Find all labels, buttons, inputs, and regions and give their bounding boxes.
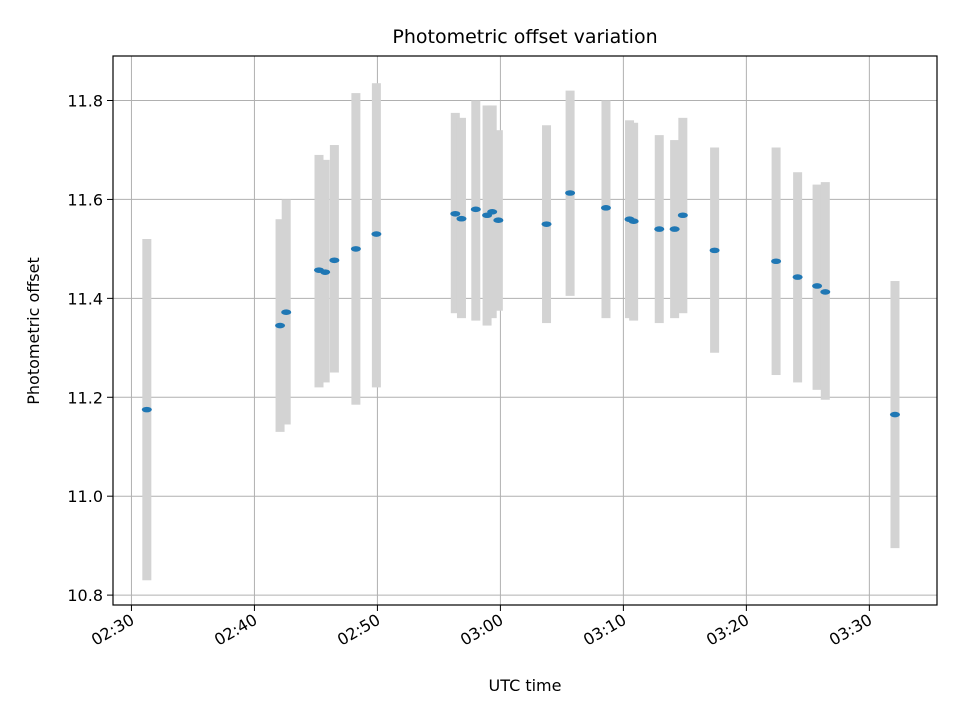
data-point <box>677 212 688 219</box>
data-point <box>470 206 481 213</box>
x-axis-title: UTC time <box>489 676 562 695</box>
data-point <box>654 226 665 232</box>
data-point <box>600 205 611 211</box>
data-point <box>669 226 680 232</box>
y-axis: 10.8 11.0 11.2 11.4 11.6 11.8 <box>67 92 113 605</box>
data-point <box>487 208 498 215</box>
chart-title: Photometric offset variation <box>392 26 657 48</box>
data-point <box>493 217 504 224</box>
y-tick-label: 11.6 <box>67 190 103 209</box>
data-point <box>450 210 461 217</box>
y-tick-label: 11.4 <box>67 289 103 308</box>
y-axis-title: Photometric offset <box>24 257 43 405</box>
data-point <box>565 190 576 196</box>
data-point <box>889 411 900 418</box>
data-point <box>771 258 782 265</box>
data-point <box>320 269 331 275</box>
data-point <box>281 309 292 316</box>
data-point <box>709 247 720 254</box>
y-tick-label: 11.8 <box>67 92 103 111</box>
y-tick-label: 11.2 <box>67 388 103 407</box>
data-point <box>628 218 639 224</box>
data-point <box>820 289 831 295</box>
y-tick-label: 11.0 <box>67 487 103 506</box>
data-point <box>371 231 382 237</box>
data-point <box>541 221 552 227</box>
data-point <box>275 322 286 329</box>
data-point <box>812 283 823 289</box>
data-point <box>329 257 340 264</box>
data-point <box>350 246 361 252</box>
data-point <box>141 406 152 413</box>
data-point <box>792 274 803 280</box>
plot-frame <box>112 55 938 606</box>
y-tick-label: 10.8 <box>67 586 103 605</box>
data-point <box>456 215 467 222</box>
data-points <box>141 190 900 418</box>
